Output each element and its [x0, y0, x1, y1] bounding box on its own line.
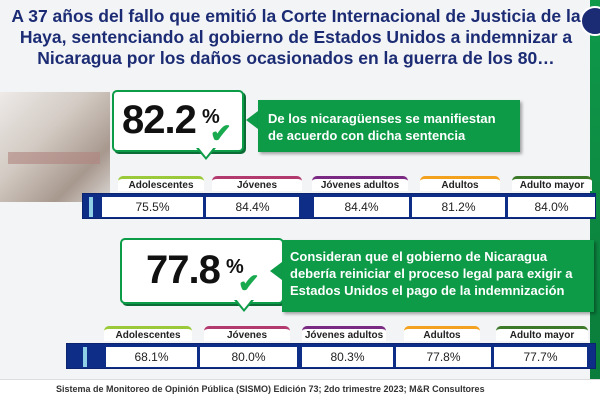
headline-value-box-2: 77.8 % ✔	[120, 238, 284, 304]
category-tag: Jóvenes adultos	[312, 176, 408, 191]
value-cell: 77.8%	[396, 347, 491, 367]
percent-sign-1: %	[202, 106, 220, 128]
value-cell: 75.5%	[102, 197, 203, 217]
logo-icon	[580, 6, 600, 36]
callout-tail	[236, 299, 252, 309]
description-box-1: De los nicaragüenses se manifiestan de a…	[258, 100, 520, 152]
description-1: De los nicaragüenses se manifiestan de a…	[268, 111, 496, 143]
value-cell: 84.0%	[508, 197, 595, 217]
description-arrow	[270, 262, 282, 280]
value-cell: 80.0%	[200, 347, 297, 367]
bar-end-cap	[83, 347, 87, 367]
source-text: Sistema de Monitoreo de Opinión Pública …	[56, 384, 485, 394]
values-bar-2: 68.1% 80.0% 80.3% 77.8% 77.7%	[66, 343, 596, 369]
callout-tail	[198, 147, 214, 157]
headline: A 37 años del fallo que emitió la Corte …	[11, 6, 581, 68]
value-cell: 77.7%	[494, 347, 587, 367]
value-cell: 84.4%	[206, 197, 299, 217]
check-icon: ✔	[210, 118, 232, 148]
value-cell: 68.1%	[106, 347, 197, 367]
headline-value-box-1: 82.2 % ✔	[112, 90, 244, 152]
percent-sign-2: %	[226, 256, 244, 278]
values-bar-1: 75.5% 84.4% 84.4% 81.2% 84.0%	[82, 193, 596, 219]
category-tag: Adolescentes	[104, 326, 192, 341]
headline-value-2: 77.8	[146, 248, 221, 292]
category-tag: Adulto mayor	[512, 176, 592, 191]
description-2: Consideran que el gobierno de Nicaragua …	[290, 249, 573, 298]
category-tag: Jóvenes adultos	[302, 326, 386, 341]
source-footer: Sistema de Monitoreo de Opinión Pública …	[0, 379, 600, 401]
category-tag: Adultos	[420, 176, 500, 191]
value-cell: 81.2%	[412, 197, 505, 217]
value-cell: 84.4%	[314, 197, 409, 217]
category-tag: Adulto mayor	[496, 326, 588, 341]
category-tag: Jóvenes	[212, 176, 302, 191]
description-arrow	[246, 111, 258, 129]
check-icon: ✔	[238, 268, 260, 298]
category-tag: Adultos	[404, 326, 480, 341]
value-cell: 80.3%	[302, 347, 393, 367]
courtroom-photo	[0, 92, 110, 202]
bar-end-cap	[89, 197, 93, 217]
description-box-2: Consideran que el gobierno de Nicaragua …	[282, 240, 594, 312]
headline-value-1: 82.2	[122, 98, 197, 142]
category-tag: Adolescentes	[118, 176, 204, 191]
category-tag: Jóvenes	[204, 326, 290, 341]
